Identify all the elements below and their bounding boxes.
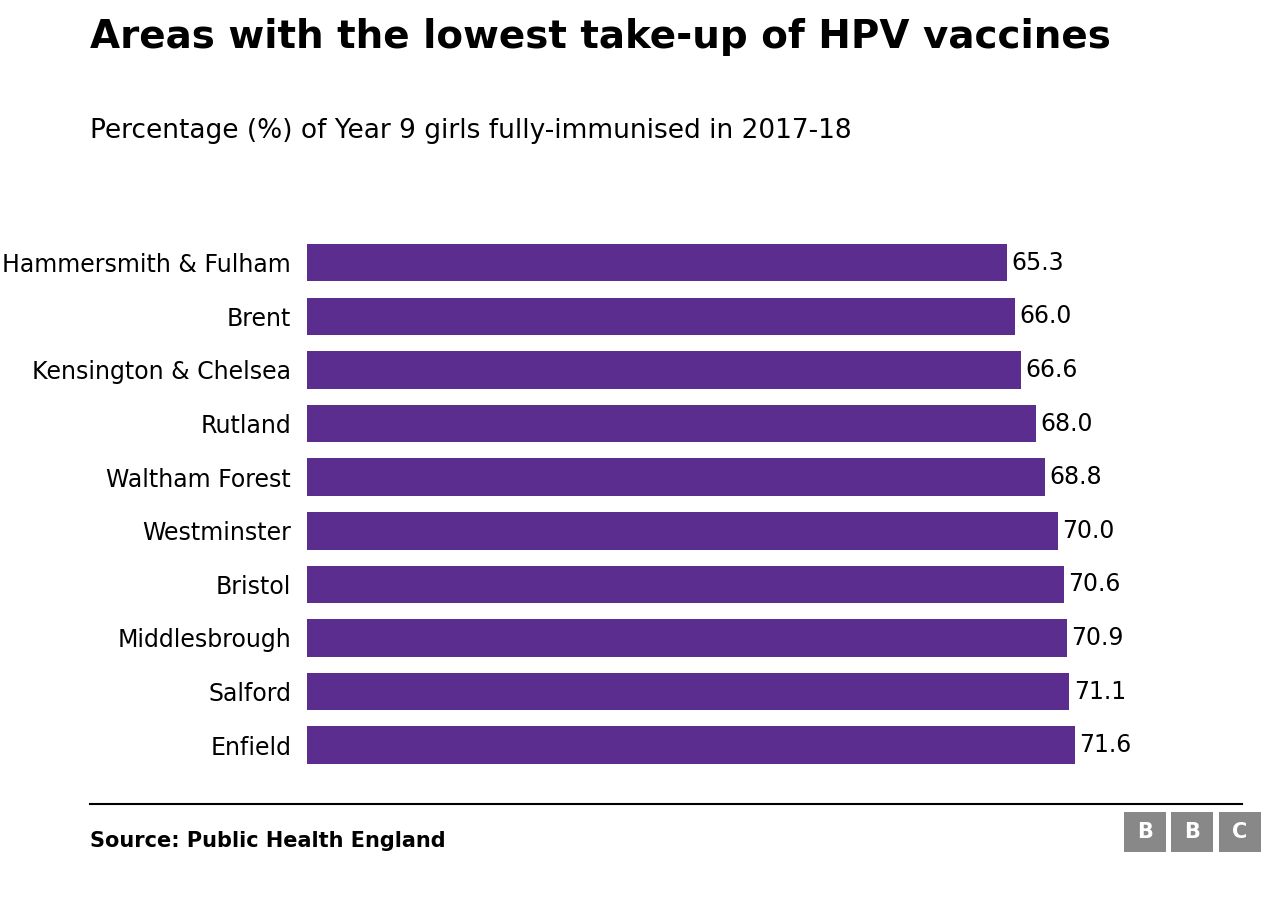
Text: Percentage (%) of Year 9 girls fully-immunised in 2017-18: Percentage (%) of Year 9 girls fully-imm…	[90, 118, 851, 144]
Text: 70.0: 70.0	[1062, 518, 1115, 543]
Text: B: B	[1137, 822, 1153, 842]
Text: 65.3: 65.3	[1011, 251, 1064, 275]
Text: 70.9: 70.9	[1071, 626, 1124, 650]
Text: 71.1: 71.1	[1074, 679, 1126, 704]
Text: B: B	[1184, 822, 1201, 842]
Text: 66.6: 66.6	[1025, 358, 1078, 382]
Text: 71.6: 71.6	[1079, 733, 1132, 757]
Text: Areas with the lowest take-up of HPV vaccines: Areas with the lowest take-up of HPV vac…	[90, 18, 1111, 56]
Bar	[307, 298, 1015, 335]
Text: C: C	[1233, 822, 1247, 842]
Bar	[307, 459, 1044, 496]
Bar	[307, 673, 1069, 710]
Bar	[307, 405, 1036, 442]
Bar	[307, 726, 1075, 764]
Text: 70.6: 70.6	[1069, 572, 1121, 597]
Bar	[307, 566, 1064, 603]
Text: 68.8: 68.8	[1050, 465, 1102, 489]
Bar	[307, 351, 1021, 389]
Text: Source: Public Health England: Source: Public Health England	[90, 831, 445, 851]
Bar	[307, 619, 1068, 656]
Text: 66.0: 66.0	[1019, 304, 1071, 329]
Bar	[307, 244, 1007, 281]
Text: 68.0: 68.0	[1041, 411, 1093, 436]
Bar	[307, 512, 1057, 549]
